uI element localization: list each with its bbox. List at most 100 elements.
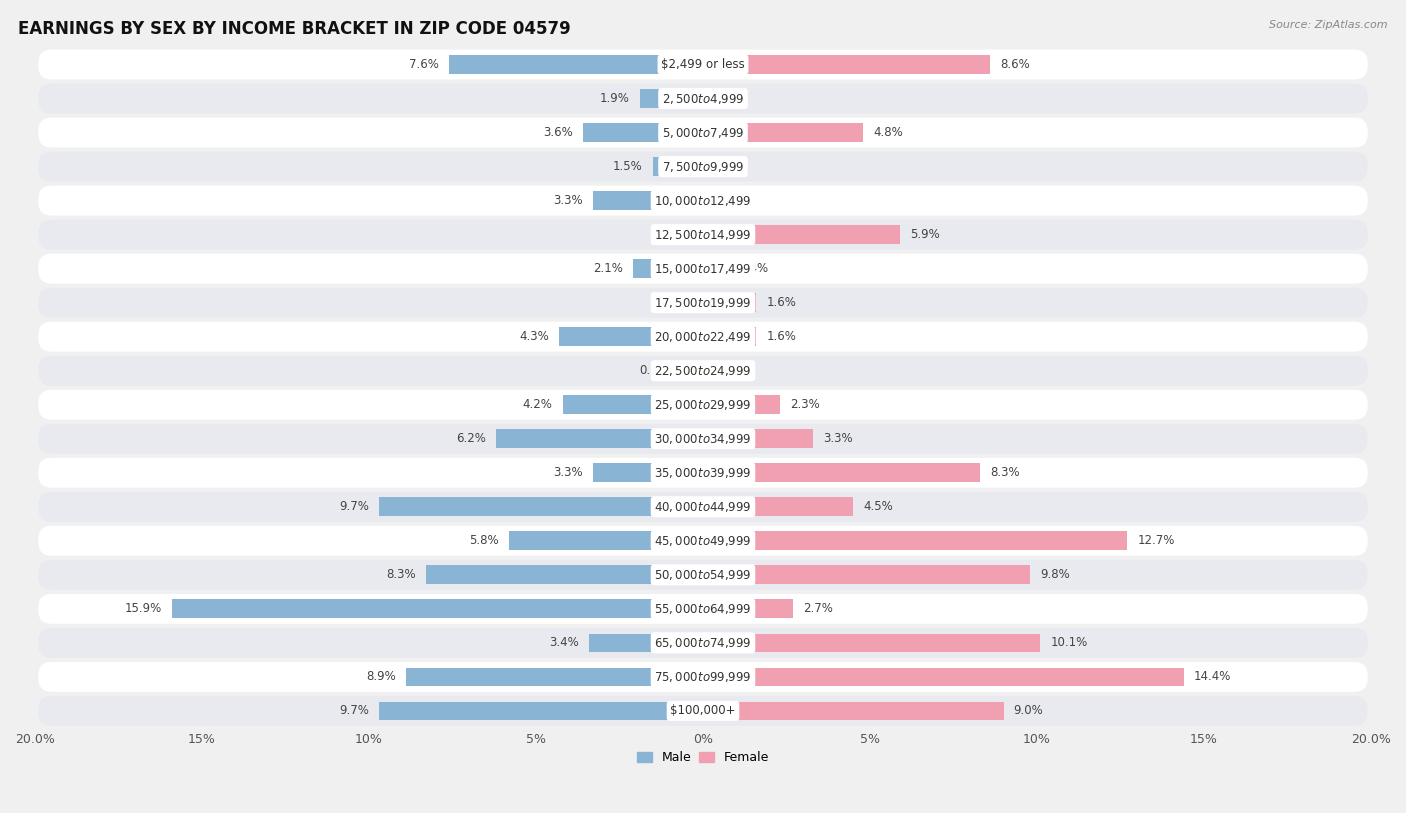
Bar — [703, 259, 721, 278]
Text: 8.3%: 8.3% — [990, 467, 1019, 479]
FancyBboxPatch shape — [38, 560, 1368, 589]
Text: 4.8%: 4.8% — [873, 126, 903, 139]
Text: $2,499 or less: $2,499 or less — [661, 58, 745, 71]
FancyBboxPatch shape — [38, 389, 1368, 420]
Text: 8.9%: 8.9% — [366, 671, 395, 684]
Text: 1.9%: 1.9% — [599, 92, 630, 105]
Bar — [703, 429, 813, 448]
Text: $75,000 to $99,999: $75,000 to $99,999 — [654, 670, 752, 684]
Text: EARNINGS BY SEX BY INCOME BRACKET IN ZIP CODE 04579: EARNINGS BY SEX BY INCOME BRACKET IN ZIP… — [18, 20, 571, 38]
Text: $17,500 to $19,999: $17,500 to $19,999 — [654, 296, 752, 310]
Text: 9.7%: 9.7% — [339, 704, 368, 717]
FancyBboxPatch shape — [38, 662, 1368, 692]
Text: 0.0%: 0.0% — [664, 228, 693, 241]
Text: 0.51%: 0.51% — [638, 364, 676, 377]
Bar — [703, 532, 1128, 550]
Text: $25,000 to $29,999: $25,000 to $29,999 — [654, 398, 752, 411]
Text: 4.2%: 4.2% — [523, 398, 553, 411]
Text: $100,000+: $100,000+ — [671, 704, 735, 717]
Text: $12,500 to $14,999: $12,500 to $14,999 — [654, 228, 752, 241]
Text: $7,500 to $9,999: $7,500 to $9,999 — [662, 159, 744, 174]
Text: 7.6%: 7.6% — [409, 58, 439, 71]
Bar — [406, 667, 703, 686]
Bar — [703, 225, 900, 244]
Text: $55,000 to $64,999: $55,000 to $64,999 — [654, 602, 752, 615]
Text: $2,500 to $4,999: $2,500 to $4,999 — [662, 92, 744, 106]
Bar — [686, 361, 703, 380]
Bar — [703, 633, 1040, 652]
Text: 1.6%: 1.6% — [766, 296, 796, 309]
Text: $15,000 to $17,499: $15,000 to $17,499 — [654, 262, 752, 276]
FancyBboxPatch shape — [38, 424, 1368, 454]
Text: 5.9%: 5.9% — [910, 228, 939, 241]
FancyBboxPatch shape — [38, 151, 1368, 181]
Bar — [172, 599, 703, 618]
Bar — [640, 89, 703, 108]
Bar — [380, 498, 703, 516]
FancyBboxPatch shape — [38, 254, 1368, 284]
Text: $40,000 to $44,999: $40,000 to $44,999 — [654, 500, 752, 514]
Text: 8.3%: 8.3% — [387, 568, 416, 581]
Text: $22,500 to $24,999: $22,500 to $24,999 — [654, 363, 752, 378]
Bar — [703, 566, 1031, 585]
Text: 9.8%: 9.8% — [1040, 568, 1070, 581]
Text: 3.3%: 3.3% — [553, 467, 582, 479]
Bar — [593, 463, 703, 482]
FancyBboxPatch shape — [38, 458, 1368, 488]
Text: $50,000 to $54,999: $50,000 to $54,999 — [654, 567, 752, 582]
Text: 2.1%: 2.1% — [593, 262, 623, 275]
FancyBboxPatch shape — [38, 696, 1368, 726]
Bar — [589, 633, 703, 652]
FancyBboxPatch shape — [38, 118, 1368, 147]
Text: $5,000 to $7,499: $5,000 to $7,499 — [662, 125, 744, 140]
Bar — [703, 395, 780, 414]
FancyBboxPatch shape — [38, 628, 1368, 658]
Text: 0.0%: 0.0% — [713, 194, 742, 207]
Bar — [652, 157, 703, 176]
Text: 14.4%: 14.4% — [1194, 671, 1232, 684]
Bar — [703, 124, 863, 142]
Text: 3.3%: 3.3% — [553, 194, 582, 207]
Bar — [703, 702, 1004, 720]
Text: $45,000 to $49,999: $45,000 to $49,999 — [654, 534, 752, 548]
Bar — [380, 702, 703, 720]
Text: 12.7%: 12.7% — [1137, 534, 1174, 547]
Bar — [633, 259, 703, 278]
Text: 2.7%: 2.7% — [803, 602, 834, 615]
Text: 9.0%: 9.0% — [1014, 704, 1043, 717]
Bar — [703, 599, 793, 618]
Text: $35,000 to $39,999: $35,000 to $39,999 — [654, 466, 752, 480]
FancyBboxPatch shape — [38, 220, 1368, 250]
Text: 4.5%: 4.5% — [863, 500, 893, 513]
Bar — [582, 124, 703, 142]
FancyBboxPatch shape — [38, 84, 1368, 114]
Text: 9.7%: 9.7% — [339, 500, 368, 513]
Text: $20,000 to $22,499: $20,000 to $22,499 — [654, 330, 752, 344]
Bar — [426, 566, 703, 585]
FancyBboxPatch shape — [38, 492, 1368, 522]
Text: 0.0%: 0.0% — [713, 364, 742, 377]
Text: 0.54%: 0.54% — [731, 262, 768, 275]
Text: Source: ZipAtlas.com: Source: ZipAtlas.com — [1270, 20, 1388, 30]
Text: 2.3%: 2.3% — [790, 398, 820, 411]
FancyBboxPatch shape — [38, 593, 1368, 624]
Text: 1.5%: 1.5% — [613, 160, 643, 173]
Text: $10,000 to $12,499: $10,000 to $12,499 — [654, 193, 752, 207]
Bar — [593, 191, 703, 210]
Bar — [703, 293, 756, 312]
FancyBboxPatch shape — [38, 322, 1368, 352]
Text: 8.6%: 8.6% — [1000, 58, 1031, 71]
Text: $30,000 to $34,999: $30,000 to $34,999 — [654, 432, 752, 446]
Text: 3.3%: 3.3% — [824, 433, 853, 446]
FancyBboxPatch shape — [38, 526, 1368, 556]
Text: 5.8%: 5.8% — [470, 534, 499, 547]
FancyBboxPatch shape — [38, 288, 1368, 318]
Bar — [703, 328, 756, 346]
Text: 10.1%: 10.1% — [1050, 637, 1088, 650]
Bar — [703, 667, 1184, 686]
Bar — [703, 55, 990, 74]
FancyBboxPatch shape — [38, 50, 1368, 80]
Text: 1.6%: 1.6% — [766, 330, 796, 343]
Bar — [496, 429, 703, 448]
Text: 0.0%: 0.0% — [713, 92, 742, 105]
